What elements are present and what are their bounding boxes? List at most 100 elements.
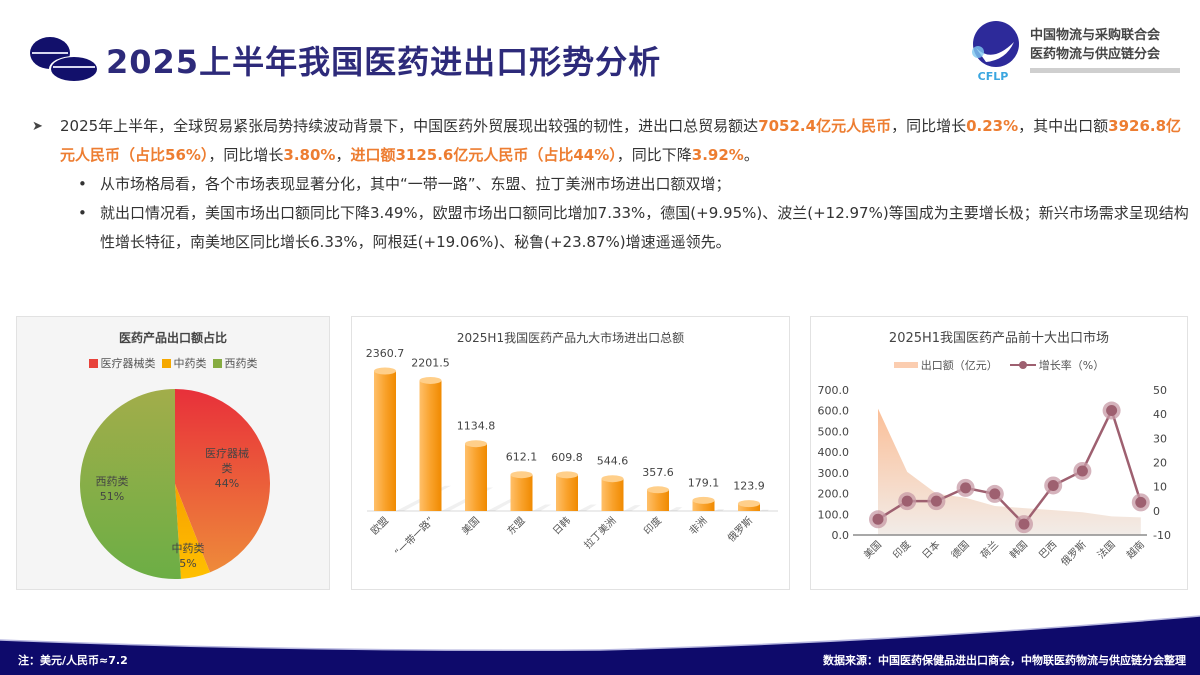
svg-text:700.0: 700.0 <box>818 384 850 397</box>
svg-text:类: 类 <box>222 461 233 475</box>
svg-text:日韩: 日韩 <box>550 514 573 537</box>
bar-chart: 2360.7 欧盟 2201.5 “一带一路” 1134.8 美国 612.1 东盟 609.8… <box>366 347 778 559</box>
svg-text:100.0: 100.0 <box>818 508 850 521</box>
svg-text:“一带一路”: “一带一路” <box>392 514 437 559</box>
summary-section: ➤ 2025年上半年，全球贸易紧张局势持续波动背景下，中国医药外贸展现出较强的韧… <box>30 112 1190 257</box>
svg-text:中药类: 中药类 <box>172 541 205 555</box>
svg-text:印度: 印度 <box>641 514 664 537</box>
svg-text:巴西: 巴西 <box>1037 539 1060 562</box>
logo-english-subtitle <box>1030 68 1180 73</box>
svg-text:0: 0 <box>1153 505 1160 518</box>
bullet-dot-icon: • <box>78 204 87 222</box>
legend-item-export: 出口额（亿元） <box>893 357 998 373</box>
bar <box>419 380 442 511</box>
bar <box>692 500 715 511</box>
combo-chart: 0.0 100.0 200.0 300.0 400.0 500.0 600.0 700.0 -1… <box>818 384 1171 568</box>
svg-text:51%: 51% <box>100 490 124 503</box>
svg-text:美国: 美国 <box>459 514 482 537</box>
page-title: 2025上半年我国医药进出口形势分析 <box>106 43 662 81</box>
growth-line <box>877 407 1142 527</box>
organization-logo: CFLP 中国物流与采购联合会 医药物流与供应链分会 <box>962 18 1192 84</box>
svg-text:东盟: 东盟 <box>504 514 527 537</box>
legend-item-growth: 增长率（%） <box>1009 357 1104 373</box>
svg-text:印度: 印度 <box>890 538 913 561</box>
pie-slice <box>80 389 181 579</box>
svg-text:30: 30 <box>1153 432 1167 445</box>
arrow-bullet-icon: ➤ <box>32 119 43 134</box>
bar <box>374 371 396 511</box>
svg-text:越南: 越南 <box>1124 538 1147 561</box>
legend-item: 西药类 <box>212 355 258 371</box>
svg-text:法国: 法国 <box>1094 538 1117 561</box>
pie-chart-title: 医药产品出口额占比 <box>118 331 227 345</box>
svg-text:CFLP: CFLP <box>978 70 1009 83</box>
svg-text:600.0: 600.0 <box>818 405 850 418</box>
svg-text:44%: 44% <box>215 477 239 490</box>
pie-chart: 医疗器械类 44% 中药类 5% 西药类 51% <box>80 389 270 579</box>
svg-text:美国: 美国 <box>861 538 884 561</box>
logo-org-name: 中国物流与采购联合会 <box>1030 28 1161 43</box>
bullet-dot-icon: • <box>78 175 87 193</box>
pie-slice <box>175 389 270 573</box>
bullet-item: • 从市场格局看，各个市场表现显著分化，其中“一带一路”、东盟、拉丁美洲市场进出… <box>78 170 1190 199</box>
svg-text:200.0: 200.0 <box>818 488 850 501</box>
svg-text:400.0: 400.0 <box>818 446 850 459</box>
combo-legend: 出口额（亿元） 增长率（%） <box>811 357 1187 373</box>
main-summary-text: 2025年上半年，全球贸易紧张局势持续波动背景下，中国医药外贸展现出较强的韧性，… <box>60 117 1182 164</box>
svg-text:俄罗斯: 俄罗斯 <box>1058 538 1088 568</box>
svg-text:西药类: 西药类 <box>96 474 129 488</box>
bar <box>465 443 487 511</box>
svg-text:500.0: 500.0 <box>818 425 850 438</box>
bar-chart-panel: 2025H1我国医药产品九大市场进出口总额 2360.7 欧盟 2201.5 “一带一… <box>351 316 790 590</box>
pie-chart-panel: 医药产品出口额占比 医疗器械类 中药类 西药类 医疗器械类 44% 中药类 5% 西药类… <box>16 316 330 590</box>
svg-text:韩国: 韩国 <box>1007 538 1030 561</box>
svg-text:德国: 德国 <box>948 538 971 561</box>
export-area <box>878 408 1141 535</box>
bar-chart-title: 2025H1我国医药产品九大市场进出口总额 <box>456 331 685 345</box>
bar <box>738 503 760 511</box>
svg-text:荷兰: 荷兰 <box>978 538 1001 561</box>
logo-branch-name: 医药物流与供应链分会 <box>1030 47 1161 62</box>
svg-text:179.1: 179.1 <box>688 476 720 489</box>
exchange-rate-note: 注：美元/人民币≈7.2 <box>18 654 128 667</box>
svg-text:俄罗斯: 俄罗斯 <box>725 514 755 544</box>
svg-text:10: 10 <box>1153 481 1167 494</box>
bar <box>556 474 578 511</box>
svg-text:40: 40 <box>1153 408 1167 421</box>
bullet-list: • 从市场格局看，各个市场表现显著分化，其中“一带一路”、东盟、拉丁美洲市场进出… <box>78 170 1190 257</box>
svg-text:医疗器械: 医疗器械 <box>205 446 249 460</box>
bar <box>601 478 624 511</box>
legend-item: 医疗器械类 <box>88 355 156 371</box>
cflp-logo-icon: CFLP <box>962 18 1024 84</box>
data-source: 数据来源：中国医药保健品进出口商会，中物联医药物流与供应链分会整理 <box>823 654 1186 667</box>
svg-text:拉丁美洲: 拉丁美洲 <box>581 514 618 551</box>
title-bar: 2025上半年我国医药进出口形势分析 <box>28 30 661 90</box>
combo-chart-panel: 2025H1我国医药产品前十大出口市场 出口额（亿元） 增长率（%） 0.0 10… <box>810 316 1188 590</box>
svg-text:300.0: 300.0 <box>818 467 850 480</box>
svg-text:5%: 5% <box>179 557 196 570</box>
svg-text:非洲: 非洲 <box>687 515 710 538</box>
footer-band <box>0 600 1200 675</box>
svg-text:609.8: 609.8 <box>551 451 583 464</box>
pie-slice <box>175 484 210 579</box>
svg-text:612.1: 612.1 <box>506 451 538 464</box>
bullet-item: • 就出口情况看，美国市场出口额同比下降3.49%，欧盟市场出口额同比增加7.3… <box>78 199 1190 257</box>
legend-item: 中药类 <box>161 355 207 371</box>
svg-text:357.6: 357.6 <box>642 466 674 479</box>
svg-text:544.6: 544.6 <box>597 455 629 468</box>
svg-text:20: 20 <box>1153 457 1167 470</box>
svg-text:50: 50 <box>1153 384 1167 397</box>
svg-text:1134.8: 1134.8 <box>457 420 496 433</box>
svg-text:2360.7: 2360.7 <box>366 347 405 360</box>
pill-icon <box>28 35 100 85</box>
svg-text:欧盟: 欧盟 <box>368 515 391 538</box>
svg-text:2201.5: 2201.5 <box>411 356 450 369</box>
combo-chart-title: 2025H1我国医药产品前十大出口市场 <box>888 331 1110 346</box>
svg-text:123.9: 123.9 <box>733 480 765 493</box>
pie-legend: 医疗器械类 中药类 西药类 <box>17 355 329 371</box>
bar <box>647 489 669 511</box>
svg-text:0.0: 0.0 <box>832 529 850 542</box>
bar <box>510 474 533 511</box>
main-summary: ➤ 2025年上半年，全球贸易紧张局势持续波动背景下，中国医药外贸展现出较强的韧… <box>30 112 1190 170</box>
svg-text:日本: 日本 <box>919 538 942 561</box>
